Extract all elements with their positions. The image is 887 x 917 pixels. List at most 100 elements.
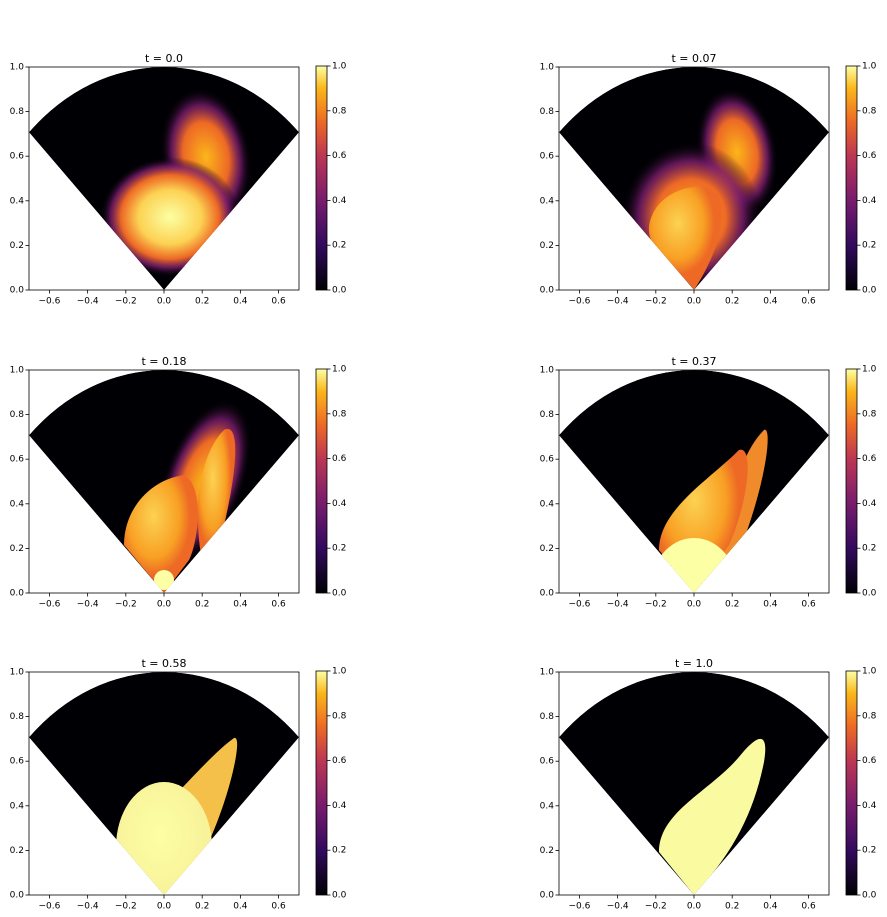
colorbar-tick-label: 0.8	[862, 711, 877, 721]
y-tick-label: 0.4	[540, 196, 555, 206]
colorbar-tick-label: 0.0	[862, 286, 877, 296]
y-tick-label: 0.6	[540, 455, 555, 465]
colorbar-tick-label: 0.0	[862, 589, 877, 599]
x-tick-label: 0.0	[687, 297, 702, 307]
subplot-title: t = 1.0	[675, 657, 713, 670]
x-tick-label: 0.0	[157, 902, 172, 912]
x-tick-label: −0.4	[77, 297, 99, 307]
y-tick-label: 0.6	[10, 757, 25, 767]
heatmap-image	[29, 672, 299, 895]
colorbar-tick-label: 0.2	[862, 241, 876, 251]
colorbar-tick-label: 0.8	[332, 106, 347, 116]
x-tick-label: 0.4	[763, 902, 778, 912]
colorbar-tick-label: 0.4	[862, 801, 877, 811]
x-tick-label: 0.6	[271, 902, 286, 912]
x-tick-label: −0.6	[569, 902, 591, 912]
x-tick-label: 0.4	[233, 902, 248, 912]
x-tick-label: −0.2	[115, 297, 137, 307]
y-tick-label: 0.8	[540, 712, 555, 722]
y-tick-label: 0.6	[540, 152, 555, 162]
y-tick-label: 0.8	[540, 410, 555, 420]
colorbar-tick-label: 0.0	[332, 891, 347, 901]
subplot: t = 1.0 −0.6 −0.4 −0.2 0.0 0.2 0.4 0.6 0.0 0.2 0.4…	[540, 657, 877, 912]
colorbar-tick-label: 0.8	[862, 409, 877, 419]
x-tick-label: −0.6	[39, 297, 61, 307]
colorbar-tick-label: 1.0	[332, 62, 347, 72]
colorbar-frame	[845, 670, 858, 896]
x-tick-label: −0.2	[115, 902, 137, 912]
x-tick-label: 0.2	[195, 902, 209, 912]
y-tick-label: 0.4	[540, 499, 555, 509]
colorbar-tick-label: 0.4	[332, 801, 347, 811]
x-tick-label: 0.2	[725, 600, 739, 610]
y-tick-label: 1.0	[540, 63, 555, 73]
x-tick-label: 0.2	[725, 297, 739, 307]
x-tick-label: −0.2	[645, 902, 667, 912]
colorbar-tick-label: 0.2	[332, 241, 346, 251]
x-tick-label: 0.6	[271, 297, 286, 307]
colorbar-tick-label: 0.4	[332, 196, 347, 206]
x-tick-label: −0.4	[607, 902, 629, 912]
colorbar-tick-label: 0.4	[862, 499, 877, 509]
x-tick-label: 0.2	[195, 600, 209, 610]
x-tick-label: 0.4	[233, 600, 248, 610]
y-tick-label: 0.0	[10, 891, 25, 901]
colorbar	[846, 369, 857, 593]
colorbar-tick-label: 0.8	[332, 409, 347, 419]
x-tick-label: −0.2	[115, 600, 137, 610]
y-tick-label: 0.8	[10, 712, 25, 722]
subplot: t = 0.07 −0.6 −0.4 −0.2 0.0 0.2 0.4 0.6 0.0 0.2 0.…	[540, 52, 877, 307]
heatmap-image	[559, 67, 829, 290]
colorbar-tick-label: 0.6	[862, 151, 877, 161]
colorbar-tick-label: 0.2	[862, 846, 876, 856]
colorbar-tick-label: 0.8	[862, 106, 877, 116]
subplot: t = 0.18 −0.6 −0.4 −0.2 0.0 0.2 0.4 0.6 0.0 0.2 0.…	[10, 355, 347, 610]
subplot-title: t = 0.0	[145, 52, 183, 65]
colorbar-tick-label: 0.4	[332, 499, 347, 509]
colorbar-frame	[315, 65, 328, 291]
y-tick-label: 0.2	[540, 544, 554, 554]
x-tick-label: −0.2	[645, 297, 667, 307]
subplot-title: t = 0.07	[671, 52, 716, 65]
colorbar-frame	[315, 368, 328, 594]
colorbar-tick-label: 1.0	[862, 667, 877, 677]
x-tick-label: −0.4	[77, 600, 99, 610]
heatmap-image	[29, 370, 299, 593]
colorbar-tick-label: 0.0	[332, 286, 347, 296]
x-tick-label: 0.4	[233, 297, 248, 307]
colorbar-tick-label: 1.0	[862, 62, 877, 72]
y-tick-label: 1.0	[10, 63, 25, 73]
subplot-title: t = 0.37	[671, 355, 716, 368]
colorbar-tick-label: 1.0	[332, 667, 347, 677]
y-tick-label: 0.0	[540, 589, 555, 599]
y-tick-label: 0.2	[10, 846, 24, 856]
colorbar-tick-label: 1.0	[862, 365, 877, 375]
colorbar-tick-label: 0.4	[862, 196, 877, 206]
subplot: t = 0.0 −0.6 −0.4 −0.2 0.0 0.2 0.4 0.6 0.0 0.2 0.4…	[10, 52, 347, 307]
x-tick-label: 0.6	[801, 600, 816, 610]
y-tick-label: 0.4	[10, 801, 25, 811]
x-tick-label: 0.0	[687, 902, 702, 912]
x-tick-label: −0.2	[645, 600, 667, 610]
x-tick-label: −0.6	[39, 902, 61, 912]
y-tick-label: 0.6	[10, 455, 25, 465]
x-tick-label: −0.4	[607, 600, 629, 610]
y-tick-label: 0.8	[540, 107, 555, 117]
colorbar	[846, 671, 857, 895]
subplot: t = 0.37 −0.6 −0.4 −0.2 0.0 0.2 0.4 0.6 0.0 0.2 0.…	[540, 355, 877, 610]
y-tick-label: 0.2	[540, 241, 554, 251]
colorbar-tick-label: 0.2	[332, 544, 346, 554]
y-tick-label: 0.2	[540, 846, 554, 856]
colorbar	[316, 671, 327, 895]
y-tick-label: 0.4	[10, 196, 25, 206]
y-tick-label: 1.0	[540, 668, 555, 678]
colorbar-frame	[845, 368, 858, 594]
x-tick-label: −0.6	[569, 297, 591, 307]
y-tick-label: 0.2	[10, 544, 24, 554]
y-tick-label: 0.8	[10, 107, 25, 117]
heatmap-image	[559, 672, 829, 895]
colorbar-frame	[315, 670, 328, 896]
colorbar-tick-label: 0.6	[862, 756, 877, 766]
y-tick-label: 0.0	[540, 286, 555, 296]
